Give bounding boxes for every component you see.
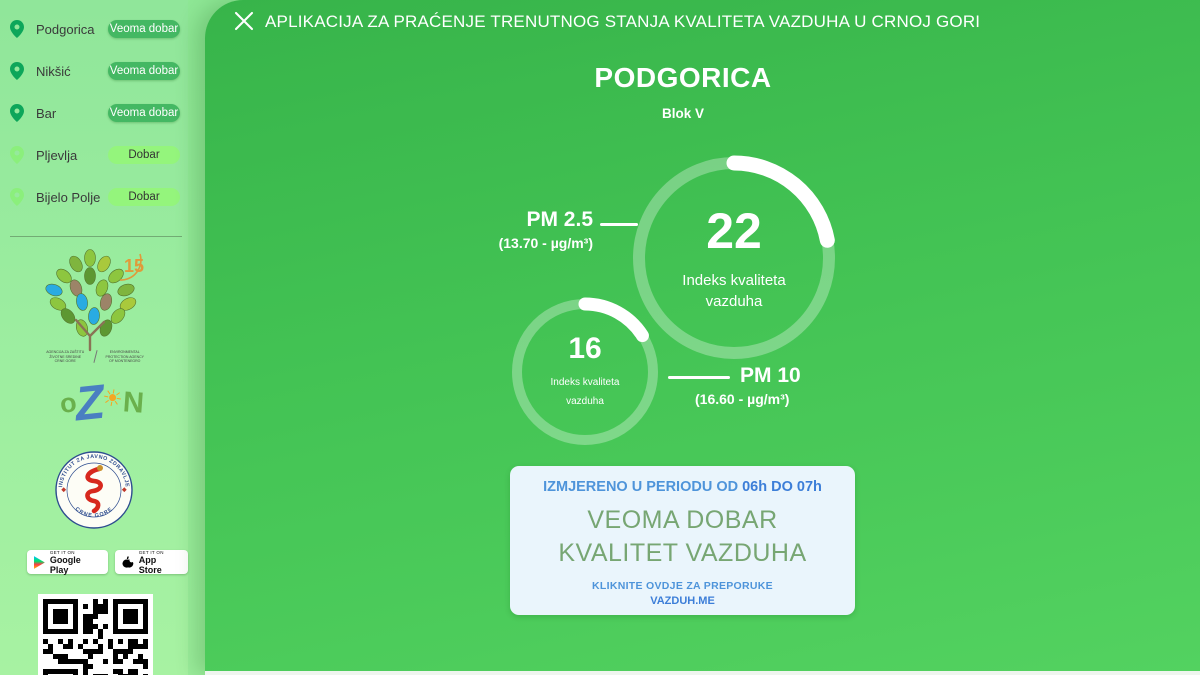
- sidebar-divider: [10, 236, 182, 237]
- epa-15-years-label: 15: [124, 256, 144, 276]
- pm25-connector-line: [600, 223, 638, 226]
- city-status-badge: Veoma dobar: [108, 62, 180, 80]
- city-name: Nikšić: [36, 63, 71, 79]
- sidebar-city-row[interactable]: Pljevlja Dobar: [0, 134, 188, 176]
- location-pin-icon: [10, 62, 24, 80]
- city-name: Bijelo Polje: [36, 189, 101, 205]
- qr-finder-patterns: [43, 599, 148, 675]
- main-panel: APLIKACIJA ZA PRAĆENJE TRENUTNOG STANJA …: [205, 0, 1200, 675]
- city-status-badge: Veoma dobar: [108, 104, 180, 122]
- store-badges: GET IT ON Google Play GET IT ON App Stor…: [27, 550, 188, 575]
- vazduh-me-link[interactable]: VAZDUH.ME: [650, 595, 715, 607]
- pm10-aqi-label: Indeks kvaliteta vazduha: [550, 377, 620, 407]
- ozon-logo: o Z ☀ N: [58, 375, 145, 431]
- close-icon[interactable]: [232, 9, 256, 33]
- location-pin-icon: [10, 146, 24, 164]
- flame-icon: [85, 466, 103, 514]
- pm25-aqi-label: Indeks kvaliteta vazduha: [682, 272, 786, 310]
- city-list: Podgorica Veoma dobar Nikšić Veoma dobar…: [0, 8, 188, 218]
- measurement-info-card: IZMJERENO U PERIODU OD 06h DO 07h VEOMA …: [510, 466, 855, 615]
- app-title: APLIKACIJA ZA PRAĆENJE TRENUTNOG STANJA …: [265, 12, 981, 31]
- station-name: Blok V: [661, 106, 704, 121]
- pm25-aqi-value: 22: [706, 203, 762, 259]
- pm10-aqi-value: 16: [568, 332, 602, 365]
- qr-code-modules: [43, 599, 148, 675]
- city-status-badge: Dobar: [108, 146, 180, 164]
- city-status-badge: Dobar: [108, 188, 180, 206]
- sidebar-city-row[interactable]: Nikšić Veoma dobar: [0, 50, 188, 92]
- city-name: Bar: [36, 105, 57, 121]
- sidebar-city-row[interactable]: Bar Veoma dobar: [0, 92, 188, 134]
- bottom-scroll-strip: [205, 671, 1200, 675]
- pm25-concentration: (13.70 - µg/m³): [498, 235, 593, 251]
- sidebar-city-row[interactable]: Bijelo Polje Dobar: [0, 176, 188, 218]
- pm10-concentration: (16.60 - µg/m³): [695, 391, 790, 407]
- apple-icon: [122, 556, 134, 568]
- google-play-icon: [34, 555, 45, 569]
- epa-anniversary-logo: 15: [45, 249, 144, 352]
- pm10-connector-line: [668, 376, 730, 379]
- selected-city-title: PODGORICA: [594, 62, 772, 93]
- location-pin-icon: [10, 188, 24, 206]
- city-name: Podgorica: [36, 21, 95, 37]
- epa-logo-caption: AGENCIJA ZA ZAŠTITU ŽIVOTNE SREDINE CRNE…: [46, 350, 144, 364]
- qr-code: [38, 594, 153, 675]
- recommendations-link[interactable]: KLIKNITE OVDJE ZA PREPORUKE: [592, 580, 773, 592]
- pm10-pollutant-label: PM 10: [740, 364, 801, 387]
- aqi-gauges: [510, 155, 837, 447]
- location-pin-icon: [10, 104, 24, 122]
- pm25-gauge-arc: [631, 155, 837, 361]
- pm10-gauge-arc: [510, 297, 660, 447]
- pm25-pollutant-label: PM 2.5 (13.70 - µg/m³): [443, 208, 593, 251]
- sun-icon: ☀: [100, 382, 125, 413]
- google-play-badge[interactable]: GET IT ON Google Play: [27, 550, 108, 575]
- sidebar: Podgorica Veoma dobar Nikšić Veoma dobar…: [0, 0, 188, 675]
- location-pin-icon: [10, 20, 24, 38]
- sidebar-city-row[interactable]: Podgorica Veoma dobar: [0, 8, 188, 50]
- city-name: Pljevlja: [36, 147, 78, 163]
- air-quality-verdict: VEOMA DOBAR KVALITET VAZDUHA: [558, 506, 807, 567]
- app-store-badge[interactable]: GET IT ON App Store: [114, 550, 188, 575]
- institute-public-health-logo: INSTITUT ZA JAVNO ZDRAVLJE CRNE GORE: [55, 451, 133, 529]
- city-status-badge: Veoma dobar: [108, 20, 180, 38]
- measurement-period: IZMJERENO U PERIODU OD 06h DO 07h: [543, 479, 822, 495]
